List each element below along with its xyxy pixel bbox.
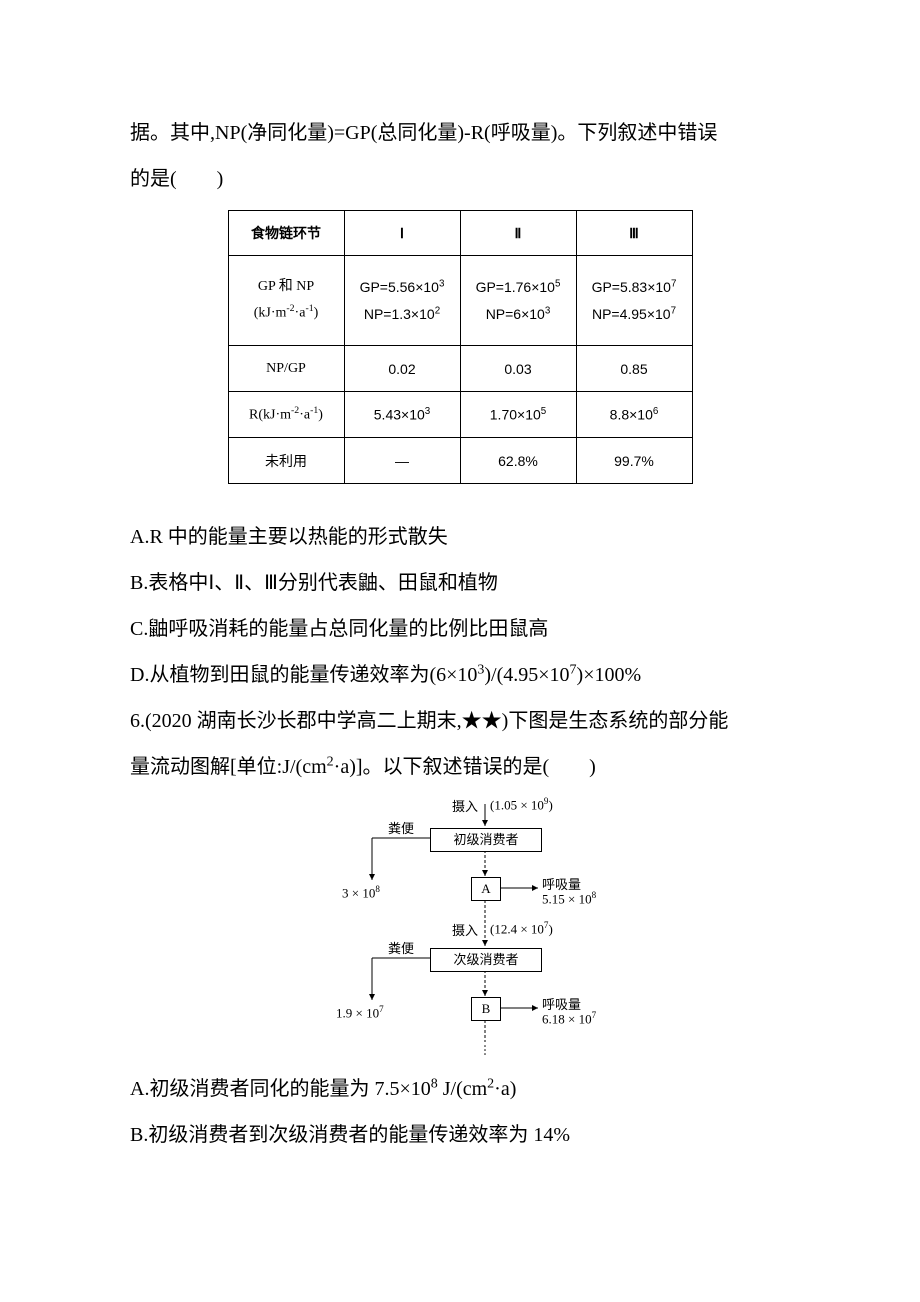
q5-option-c: C.鼬呼吸消耗的能量占总同化量的比例比田鼠高 [130, 606, 790, 652]
intro-line-1: 据。其中,NP(净同化量)=GP(总同化量)-R(呼吸量)。下列叙述中错误 [130, 110, 790, 156]
r-1: 5.43×103 [344, 392, 460, 438]
unused-3: 99.7% [576, 438, 692, 484]
npgp-1: 0.02 [344, 346, 460, 392]
energy-flow-diagram: 摄入 (1.05 × 109) 粪便 初级消费者 3 × 108 A 呼吸量 5… [280, 798, 640, 1058]
q5-option-d: D.从植物到田鼠的能量传递效率为(6×103)/(4.95×107)×100% [130, 652, 790, 698]
r-2: 1.70×105 [460, 392, 576, 438]
d-resp2-val: 6.18 × 107 [542, 1010, 596, 1027]
th-0: 食物链环节 [228, 211, 344, 256]
node-b: B [471, 997, 501, 1021]
unused-1: — [344, 438, 460, 484]
q6-line-2: 量流动图解[单位:J/(cm2·a)]。以下叙述错误的是( ) [130, 744, 790, 790]
node-a: A [471, 877, 501, 901]
gp-c1: GP=5.56×103 [345, 274, 460, 301]
d-feces1: 粪便 [388, 818, 414, 837]
gp-np-c1: GP=5.56×103 NP=1.3×102 [344, 256, 460, 346]
d-intake2: 摄入 [452, 920, 478, 939]
r-3: 8.8×106 [576, 392, 692, 438]
row-unused-head: 未利用 [228, 438, 344, 484]
d-intake1-val: (1.05 × 109) [490, 796, 553, 813]
intro-line-2: 的是( ) [130, 156, 790, 202]
th-1: Ⅰ [344, 211, 460, 256]
node-consumer2: 次级消费者 [430, 948, 542, 972]
unused-2: 62.8% [460, 438, 576, 484]
npgp-3: 0.85 [576, 346, 692, 392]
q6-line-1: 6.(2020 湖南长沙长郡中学高二上期末,★★)下图是生态系统的部分能 [130, 698, 790, 744]
row-gp-np-head-1: GP 和 NP [229, 274, 344, 301]
row-gp-np-head: GP 和 NP (kJ·m-2·a-1) [228, 256, 344, 346]
np-c3: NP=4.95×107 [577, 301, 692, 328]
th-3: Ⅲ [576, 211, 692, 256]
np-c2: NP=6×103 [461, 301, 576, 328]
row-npgp-head: NP/GP [228, 346, 344, 392]
gp-c2: GP=1.76×105 [461, 274, 576, 301]
d-left2: 1.9 × 107 [336, 1004, 384, 1021]
gp-c3: GP=5.83×107 [577, 274, 692, 301]
d-feces2: 粪便 [388, 938, 414, 957]
energy-table: 食物链环节 Ⅰ Ⅱ Ⅲ GP 和 NP (kJ·m-2·a-1) GP=5.56… [228, 210, 693, 484]
th-2: Ⅱ [460, 211, 576, 256]
row-r-head: R(kJ·m-2·a-1) [228, 392, 344, 438]
npgp-2: 0.03 [460, 346, 576, 392]
node-consumer1: 初级消费者 [430, 828, 542, 852]
q6-option-b: B.初级消费者到次级消费者的能量传递效率为 14% [130, 1112, 790, 1158]
q5-option-b: B.表格中Ⅰ、Ⅱ、Ⅲ分别代表鼬、田鼠和植物 [130, 560, 790, 606]
q6-option-a: A.初级消费者同化的能量为 7.5×108 J/(cm2·a) [130, 1066, 790, 1112]
q5-option-a: A.R 中的能量主要以热能的形式散失 [130, 514, 790, 560]
gp-np-c2: GP=1.76×105 NP=6×103 [460, 256, 576, 346]
d-left1: 3 × 108 [342, 884, 380, 901]
d-intake1: 摄入 [452, 796, 478, 815]
np-c1: NP=1.3×102 [345, 301, 460, 328]
d-intake2-val: (12.4 × 107) [490, 920, 553, 937]
d-resp1-val: 5.15 × 108 [542, 890, 596, 907]
row-gp-np-head-2: (kJ·m-2·a-1) [229, 300, 344, 327]
gp-np-c3: GP=5.83×107 NP=4.95×107 [576, 256, 692, 346]
